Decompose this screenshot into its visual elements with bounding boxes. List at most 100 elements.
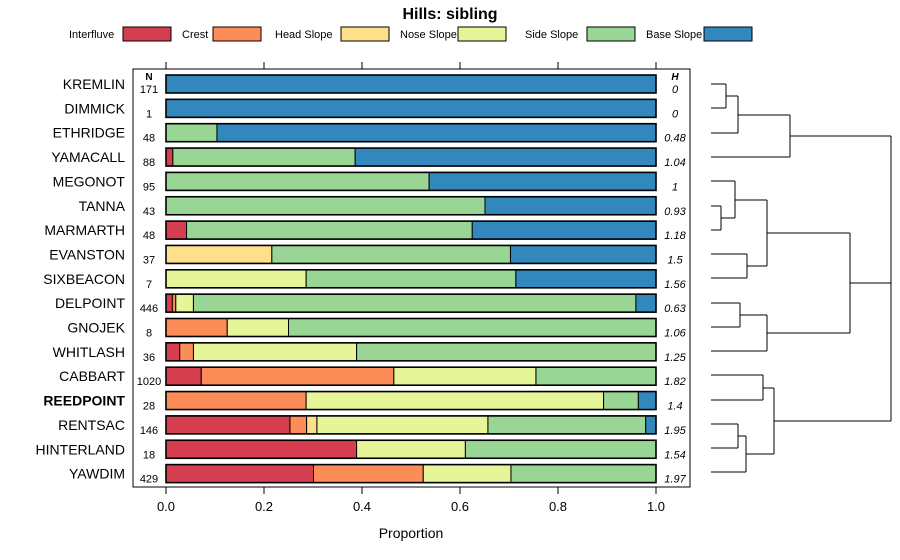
bar-segment-crest bbox=[312, 464, 424, 484]
row-gnojek: GNOJEK 8 1.06 bbox=[67, 317, 687, 340]
bar-segment-side-slope bbox=[356, 342, 657, 362]
row-label: SIXBEACON bbox=[43, 271, 125, 287]
bar-segment-nose-slope bbox=[226, 318, 289, 337]
bar-segment-nose-slope bbox=[175, 293, 194, 313]
bar-segment-nose-slope bbox=[356, 439, 466, 459]
bar-segment-base-slope bbox=[165, 74, 657, 94]
legend-label-base-slope: Base Slope bbox=[646, 29, 702, 41]
row-h-value: 1.97 bbox=[664, 474, 686, 486]
bar-outline bbox=[165, 268, 657, 289]
bar-outline bbox=[165, 390, 657, 411]
bar-segment-base-slope bbox=[484, 196, 657, 216]
bar-outline bbox=[165, 171, 657, 192]
row-n-value: 95 bbox=[143, 181, 155, 193]
row-delpoint: DELPOINT 446 0.63 bbox=[55, 293, 687, 315]
row-n-value: 8 bbox=[146, 328, 152, 340]
legend-label-interfluve: Interfluve bbox=[69, 29, 114, 41]
bar-outline bbox=[165, 98, 657, 119]
row-reedpoint: REEDPOINT 28 1.4 bbox=[43, 390, 683, 413]
h-column-header: H bbox=[671, 72, 679, 83]
row-sixbeacon: SIXBEACON 7 1.56 bbox=[43, 268, 687, 291]
legend-label-side-slope: Side Slope bbox=[525, 29, 578, 41]
row-label: MARMARTH bbox=[44, 222, 125, 238]
row-n-value: 88 bbox=[143, 157, 155, 169]
row-h-value: 0 bbox=[672, 108, 679, 120]
bar-segment-interfluve bbox=[165, 293, 173, 313]
x-tick-label: 0.8 bbox=[549, 499, 567, 514]
row-marmarth: MARMARTH 48 1.18 bbox=[44, 220, 687, 242]
row-n-value: 37 bbox=[143, 254, 155, 266]
row-megonot: MEGONOT 95 1 bbox=[53, 171, 678, 193]
x-axis: 0.0 0.2 0.4 0.6 0.8 1.0 bbox=[157, 62, 665, 514]
row-label: DELPOINT bbox=[55, 295, 125, 311]
bar-outline bbox=[165, 147, 657, 167]
plot-panel bbox=[132, 68, 691, 488]
bar-segment-crest bbox=[171, 293, 177, 313]
bar-segment-side-slope bbox=[487, 415, 647, 435]
bar-rows: KREMLIN 171 0 DIMMICK 1 0 ETHRIDGE 48 0.48 YAMACA… bbox=[36, 74, 687, 486]
row-tanna: TANNA 43 0.93 bbox=[79, 195, 687, 218]
bar-segment-base-slope bbox=[515, 269, 657, 289]
bar-outline bbox=[165, 244, 657, 265]
bar-outline bbox=[165, 220, 657, 240]
row-cabbart: CABBART 1020 1.82 bbox=[59, 366, 686, 388]
row-ethridge: ETHRIDGE 48 0.48 bbox=[53, 122, 687, 145]
row-h-value: 1.82 bbox=[664, 376, 685, 388]
row-h-value: 0 bbox=[672, 84, 679, 96]
bar-segment-head-slope bbox=[165, 244, 273, 264]
bar-segment-base-slope bbox=[354, 147, 657, 167]
bar-segment-nose-slope bbox=[316, 415, 489, 435]
bar-segment-base-slope bbox=[635, 293, 657, 313]
bar-segment-base-slope bbox=[509, 244, 657, 264]
bar-outline bbox=[165, 293, 657, 313]
row-n-value: 48 bbox=[143, 133, 155, 145]
row-n-value: 446 bbox=[140, 303, 158, 315]
row-n-value: 429 bbox=[140, 474, 158, 486]
bar-segment-interfluve bbox=[165, 147, 174, 167]
row-h-value: 1.4 bbox=[667, 401, 682, 413]
bar-segment-base-slope bbox=[165, 98, 657, 118]
row-h-value: 0.63 bbox=[664, 303, 686, 315]
bar-segment-base-slope bbox=[637, 391, 657, 411]
bar-segment-interfluve bbox=[165, 342, 181, 362]
legend: Interfluve Crest Head Slope Nose Slope Side … bbox=[69, 26, 753, 42]
bar-segment-base-slope bbox=[645, 415, 657, 435]
bar-segment-side-slope bbox=[186, 220, 473, 240]
bar-segment-side-slope bbox=[192, 293, 637, 313]
row-label: KREMLIN bbox=[63, 76, 125, 92]
bar-outline bbox=[165, 122, 657, 143]
bar-outline bbox=[165, 342, 657, 362]
row-h-value: 1.54 bbox=[664, 449, 685, 461]
row-rentsac: RENTSAC 146 1.95 bbox=[58, 415, 687, 437]
bar-segment-side-slope bbox=[271, 244, 511, 264]
row-label: ETHRIDGE bbox=[53, 125, 125, 141]
row-kremlin: KREMLIN 171 0 bbox=[63, 74, 679, 96]
row-label: RENTSAC bbox=[58, 417, 125, 433]
bar-segment-side-slope bbox=[165, 196, 486, 216]
row-h-value: 1.56 bbox=[664, 279, 686, 291]
row-n-value: 28 bbox=[143, 401, 155, 413]
legend-label-crest: Crest bbox=[182, 29, 208, 41]
bar-outline bbox=[165, 74, 657, 94]
bar-segment-crest bbox=[289, 415, 308, 435]
bar-segment-side-slope bbox=[603, 391, 639, 411]
dendrogram bbox=[711, 83, 892, 473]
row-h-value: 1.5 bbox=[667, 254, 683, 266]
row-h-value: 1.95 bbox=[664, 425, 686, 437]
x-tick-label: 1.0 bbox=[647, 499, 665, 514]
bar-segment-nose-slope bbox=[422, 464, 512, 484]
legend-swatch-base-slope bbox=[703, 26, 753, 42]
bar-segment-side-slope bbox=[172, 147, 356, 167]
x-tick-label: 0.0 bbox=[157, 499, 175, 514]
legend-swatch-head-slope bbox=[340, 26, 390, 42]
row-n-value: 36 bbox=[143, 352, 155, 364]
row-n-value: 1 bbox=[146, 108, 152, 120]
row-evanston: EVANSTON 37 1.5 bbox=[49, 244, 684, 266]
row-label: HINTERLAND bbox=[36, 441, 125, 457]
bar-segment-side-slope bbox=[165, 123, 218, 143]
row-label: YAMACALL bbox=[51, 149, 125, 165]
row-n-value: 48 bbox=[143, 230, 155, 242]
row-h-value: 0.48 bbox=[664, 133, 686, 145]
bar-outline bbox=[165, 415, 657, 435]
bar-outline bbox=[165, 366, 657, 387]
